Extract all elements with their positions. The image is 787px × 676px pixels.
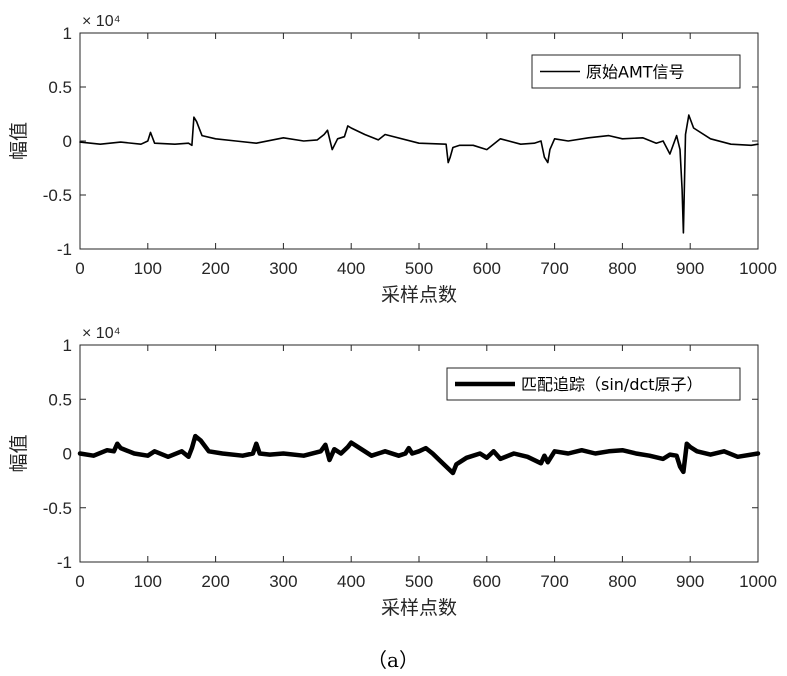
top-x-tick-label: 1000: [739, 259, 777, 278]
top-y-tick-label: 0.5: [48, 78, 72, 97]
bottom-y-tick-label: -1: [57, 553, 72, 572]
bottom-y-axis-label: 幅值: [8, 434, 30, 472]
bottom-x-tick-label: 0: [75, 572, 84, 591]
bottom-x-tick-label: 700: [540, 572, 568, 591]
bottom-y-exponent-label: × 10⁴: [82, 325, 121, 342]
bottom-x-tick-label: 600: [473, 572, 501, 591]
top-chart-panel: 0 100 200 300 400 500 600 700 800 900 1000 1 0.5 0 -0.…: [8, 13, 777, 306]
bottom-x-tick-label: 200: [201, 572, 229, 591]
top-legend-label: 原始AMT信号: [586, 63, 685, 82]
top-y-axis-label: 幅值: [8, 122, 30, 160]
top-x-tick-label: 200: [201, 259, 229, 278]
top-x-tick-label: 0: [75, 259, 84, 278]
top-y-tick-label: 1: [63, 24, 72, 43]
bottom-x-tick-label: 900: [676, 572, 704, 591]
top-y-tick-label: -1: [57, 240, 72, 259]
top-y-tick-label: -0.5: [43, 186, 72, 205]
bottom-x-tick-label: 500: [405, 572, 433, 591]
top-x-tick-label: 800: [608, 259, 636, 278]
top-x-tick-label: 600: [473, 259, 501, 278]
top-x-tick-label: 100: [134, 259, 162, 278]
top-x-tick-label: 400: [337, 259, 365, 278]
top-x-axis-label: 采样点数: [381, 284, 457, 306]
bottom-y-tick-label: -0.5: [43, 499, 72, 518]
bottom-y-tick-label: 0.5: [48, 390, 72, 409]
bottom-y-tick-label: 0: [63, 445, 72, 464]
top-y-exponent-label: × 10⁴: [82, 13, 121, 30]
bottom-x-tick-label: 400: [337, 572, 365, 591]
top-x-tick-label: 300: [269, 259, 297, 278]
top-x-tick-label: 700: [540, 259, 568, 278]
top-x-tick-label: 900: [676, 259, 704, 278]
top-y-tick-label: 0: [63, 132, 72, 151]
bottom-chart-panel: 0 100 200 300 400 500 600 700 800 900 1000 1 0.5 0 -0.…: [8, 325, 777, 619]
bottom-x-tick-label: 1000: [739, 572, 777, 591]
bottom-legend-label: 匹配追踪（sin/dct原子）: [521, 375, 703, 394]
bottom-x-tick-label: 800: [608, 572, 636, 591]
top-x-tick-label: 500: [405, 259, 433, 278]
figure-caption: （a）: [367, 648, 419, 672]
bottom-x-tick-label: 300: [269, 572, 297, 591]
bottom-x-axis-label: 采样点数: [381, 597, 457, 619]
bottom-x-tick-label: 100: [134, 572, 162, 591]
bottom-y-tick-label: 1: [63, 336, 72, 355]
